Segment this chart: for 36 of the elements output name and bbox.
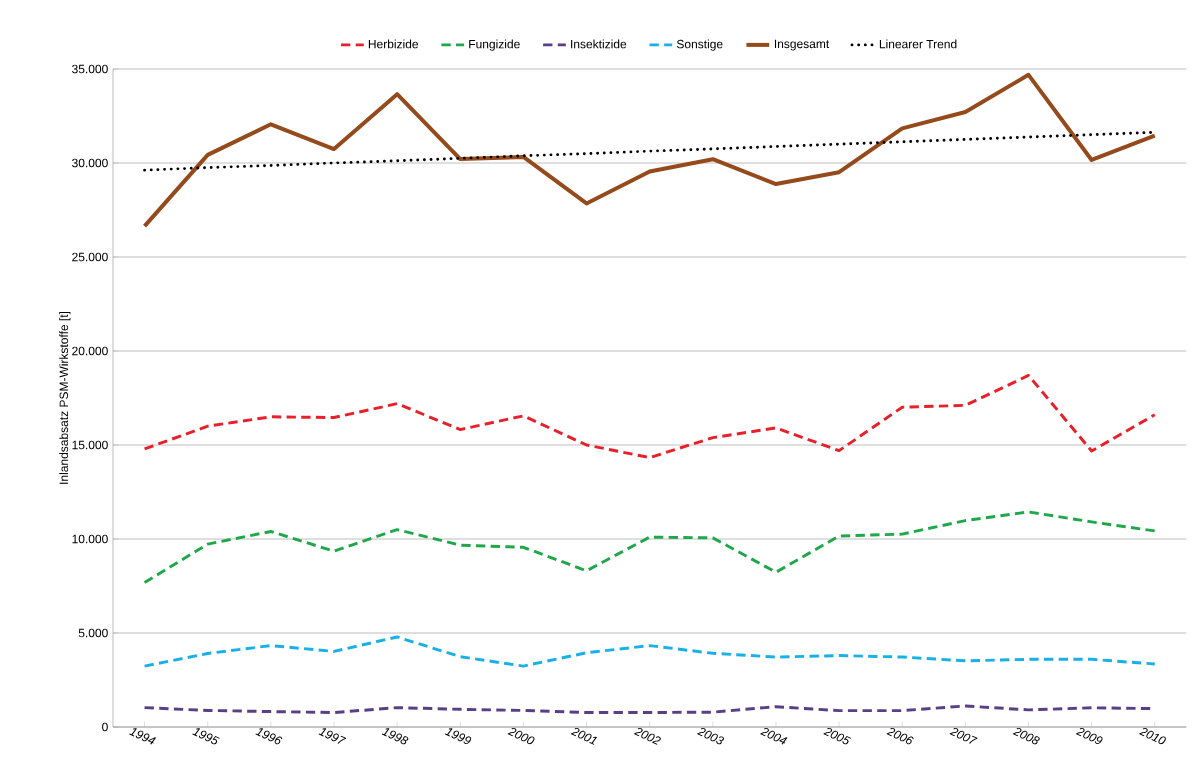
y-tick-label: 25.000 [72,252,108,262]
x-tick-label: 2008 [1012,727,1040,745]
legend-label: Fungizide [469,39,520,51]
x-tick-label: 2004 [760,727,788,745]
x-tick-label: 1996 [255,728,283,745]
x-tick-label: 1997 [318,728,347,744]
legend-label: Herbizide [368,39,419,49]
legend-label: Insgesamt [774,39,830,51]
x-tick-label: 2006 [886,727,914,745]
x-tick-label: 2003 [696,727,725,745]
x-tick-label: 2010 [1138,727,1166,745]
x-tick-label: 2001 [570,727,598,745]
x-tick-label: 1994 [129,728,157,745]
x-tick-label: 1999 [444,728,472,745]
legend-label: Insektizide [571,39,627,49]
line-series [143,635,1157,668]
x-tick-label: 1995 [192,728,220,745]
y-tick-label: 0 [102,722,108,732]
x-tick-label: 2002 [633,727,661,745]
legend-label: Linearer Trend [879,39,957,49]
y-axis-title: Inlandsabsatz PSM-Wirkstoffe [t] [59,311,71,484]
y-tick-label: 30.000 [72,158,108,168]
legend-label: Sonstige [676,39,723,51]
y-tick-label: 15.000 [72,440,108,450]
y-tick-label: 35.000 [72,64,108,74]
x-tick-label: 2000 [507,727,535,745]
x-tick-label: 2007 [949,727,978,744]
line-series [143,510,1157,585]
y-tick-label: 20.000 [72,346,108,356]
x-tick-label: 2005 [823,727,852,745]
line-series [143,373,1157,460]
x-tick-label: 2009 [1075,727,1103,745]
x-tick-label: 1998 [381,728,409,745]
y-tick-label: 10.000 [72,534,108,544]
y-tick-label: 5.000 [78,628,108,638]
line-series [142,72,1157,229]
